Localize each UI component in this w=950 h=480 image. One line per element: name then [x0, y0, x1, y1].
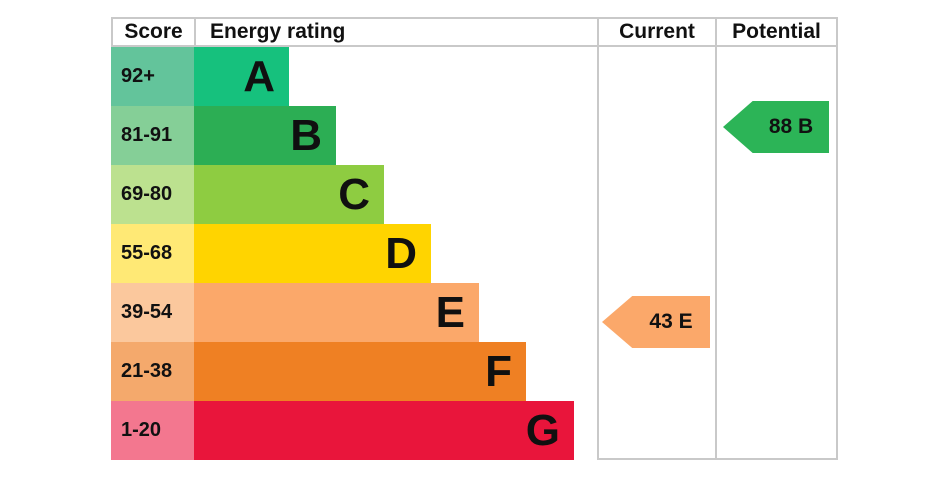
band-letter-e: E: [435, 288, 465, 337]
epc-band-row-b: 81-91 B: [111, 106, 838, 165]
potential-rating-label: 88 B: [768, 115, 814, 138]
score-range-a: 92+: [111, 47, 194, 106]
table-header: Score Energy rating Current Potential: [111, 17, 838, 47]
band-letter-a: A: [243, 52, 275, 101]
score-range-f: 21-38: [111, 342, 194, 401]
band-letter-g: G: [525, 406, 560, 455]
header-score: Score: [111, 19, 194, 45]
band-letter-f: F: [485, 347, 512, 396]
energy-bar-c: C: [194, 165, 384, 224]
energy-bar-e: E: [194, 283, 479, 342]
score-range-b: 81-91: [111, 106, 194, 165]
energy-bar-a: A: [194, 47, 289, 106]
table-bottom-border: [597, 458, 838, 460]
energy-bar-g: G: [194, 401, 574, 460]
table-right-border: [836, 47, 838, 460]
epc-table: Score Energy rating Current Potential 92…: [111, 17, 838, 460]
header-energy-rating: Energy rating: [194, 19, 597, 45]
current-rating-label: 43 E: [649, 310, 693, 333]
energy-bar-b: B: [194, 106, 336, 165]
epc-band-row-g: 1-20 G: [111, 401, 838, 460]
epc-band-row-f: 21-38 F: [111, 342, 838, 401]
energy-bar-d: D: [194, 224, 431, 283]
epc-band-row-e: 39-54 E: [111, 283, 838, 342]
band-letter-c: C: [338, 170, 370, 219]
potential-column-left-border: [715, 47, 717, 460]
epc-band-row-a: 92+ A: [111, 47, 838, 106]
score-range-g: 1-20: [111, 401, 194, 460]
header-current: Current: [597, 19, 715, 45]
epc-rows: 92+ A 81-91 B 69-80 C 55-68 D 39-54 E 21-38 F 1-20 G: [111, 47, 838, 460]
header-potential: Potential: [715, 19, 838, 45]
current-column-left-border: [597, 47, 599, 460]
score-range-d: 55-68: [111, 224, 194, 283]
score-range-e: 39-54: [111, 283, 194, 342]
score-range-c: 69-80: [111, 165, 194, 224]
energy-bar-f: F: [194, 342, 526, 401]
epc-band-row-c: 69-80 C: [111, 165, 838, 224]
band-letter-b: B: [290, 111, 322, 160]
band-letter-d: D: [385, 229, 417, 278]
epc-band-row-d: 55-68 D: [111, 224, 838, 283]
